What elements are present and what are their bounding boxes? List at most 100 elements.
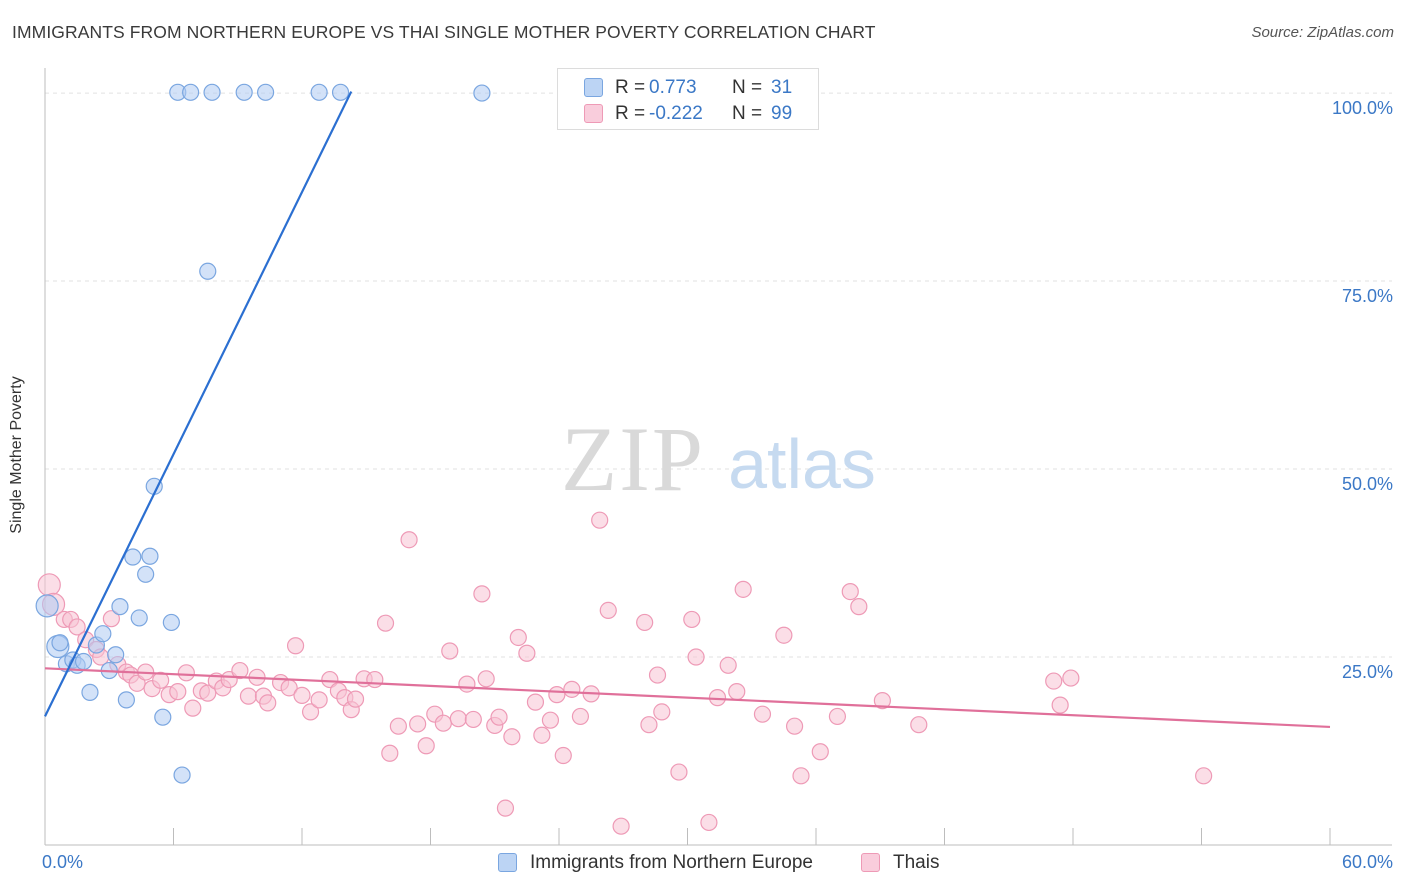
point-thais [239,687,258,705]
axes [44,68,1392,846]
series-legend: Immigrants from Northern Europe Thais [0,850,1406,880]
y-tick-label: 100.0% [1331,98,1393,119]
point-northern-europe [51,634,69,652]
point-thais [310,691,328,709]
watermark: ZIP atlas [561,408,876,510]
series-thais-points [37,511,1213,835]
point-thais [753,705,772,723]
point-thais [490,708,508,726]
legend-r-label: R = [615,103,646,124]
point-northern-europe [310,83,328,101]
point-northern-europe [35,594,59,618]
point-thais [571,707,590,726]
point-thais [376,614,395,632]
point-northern-europe [137,565,155,583]
point-northern-europe [173,766,191,784]
point-northern-europe [199,262,217,280]
legend-r-label: R = [615,77,646,98]
point-thais [670,763,688,781]
point-thais [366,670,384,689]
watermark-atlas: atlas [728,425,876,503]
legend-n-label: N = [732,103,763,124]
point-thais [636,613,654,632]
series-northern-europe-points [35,83,491,784]
point-thais [293,686,311,704]
point-thais [591,511,609,529]
y-axis-label: Single Mother Poverty [8,376,25,534]
point-thais [409,715,427,733]
point-thais [449,710,467,728]
point-thais [199,684,217,702]
point-thais [509,628,527,647]
point-thais [346,690,365,708]
watermark-zip: ZIP [561,408,705,510]
point-thais [708,689,727,707]
point-thais [441,642,459,660]
point-northern-europe [154,708,172,726]
x-tick-label: 0.0% [42,852,84,872]
point-thais [850,598,868,616]
point-thais [841,583,859,601]
point-thais [231,661,249,680]
legend-r-value: -0.222 [649,103,703,124]
chart-source: Source: ZipAtlas.com [1251,24,1394,41]
point-thais [458,675,476,693]
point-northern-europe [473,84,491,102]
point-thais [496,799,515,817]
point-thais [400,531,418,549]
point-thais [640,716,658,734]
point-thais [152,671,170,689]
correlation-legend: R = 0.773 N = 31 R = -0.222 N = 99 [557,68,819,130]
legend-n-value: 31 [771,77,793,98]
point-thais [533,726,551,744]
point-northern-europe [94,625,112,643]
point-thais [612,817,630,835]
point-thais [687,648,705,666]
legend-n-label: N = [732,77,763,98]
point-northern-europe [117,691,135,709]
point-thais [102,610,120,628]
chart-title: IMMIGRANTS FROM NORTHERN EUROPE VS THAI … [12,22,876,42]
point-northern-europe [141,547,159,565]
point-thais [599,601,617,620]
point-thais [184,699,202,717]
point-thais [389,717,407,735]
point-thais [259,694,277,712]
point-thais [526,693,545,711]
trendline-thais [44,667,1331,729]
point-thais [541,711,560,729]
point-thais [734,580,752,598]
point-thais [301,703,320,721]
point-thais [381,744,399,762]
point-thais [1045,672,1063,690]
point-northern-europe [130,609,148,627]
point-northern-europe [203,83,221,101]
point-thais [1062,669,1080,687]
point-thais [37,573,61,597]
point-thais [548,686,566,704]
trendlines [44,91,1331,729]
point-thais [503,728,521,746]
point-northern-europe [162,613,180,632]
point-thais [728,683,746,701]
point-thais [477,670,495,688]
point-thais [775,626,793,644]
point-thais [554,746,572,765]
y-tick-label: 25.0% [1341,662,1393,683]
point-northern-europe [256,83,275,101]
x-tick-label: 60.0% [1341,852,1393,872]
point-thais [873,692,891,710]
point-thais [286,637,305,655]
legend-n-value: 99 [771,103,793,124]
point-northern-europe [81,683,99,701]
point-northern-europe [111,598,129,616]
legend-swatch-blue [584,78,603,97]
point-thais [473,585,491,603]
point-thais [169,683,187,701]
point-thais [700,813,718,832]
point-northern-europe [182,83,200,101]
point-thais [792,767,810,785]
legend-swatch-pink [861,853,880,872]
legend-label: Immigrants from Northern Europe [530,852,813,873]
